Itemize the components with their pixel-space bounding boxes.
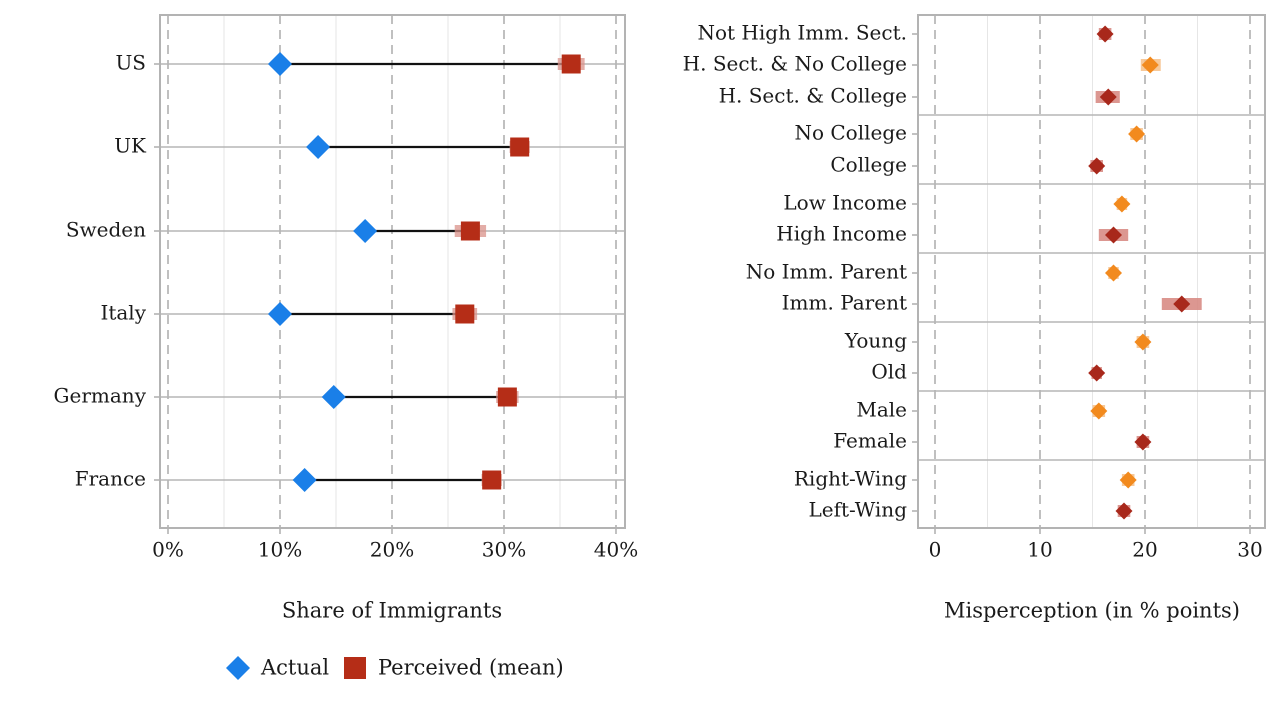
y-tick-label: Left-Wing bbox=[808, 498, 907, 522]
y-tick-label: US bbox=[115, 51, 146, 75]
x-tick-label: 10 bbox=[1027, 538, 1052, 562]
y-tick-label: Sweden bbox=[66, 218, 146, 242]
estimate-point bbox=[1099, 88, 1117, 106]
estimate-point bbox=[1134, 333, 1152, 351]
estimate-point bbox=[1088, 157, 1106, 175]
estimate-point bbox=[1105, 264, 1122, 282]
estimate-point bbox=[1113, 195, 1131, 213]
left-panel-share-of-immigrants: US UK Sweden Italy Germany France 0% 10% 20% 30% 4… bbox=[54, 14, 638, 623]
x-axis-title: Misperception (in % points) bbox=[944, 599, 1240, 623]
y-tick-label: Right-Wing bbox=[794, 467, 907, 491]
estimate-point bbox=[1090, 402, 1108, 420]
y-tick-label: France bbox=[75, 467, 146, 491]
y-tick-label: Young bbox=[844, 329, 907, 353]
y-tick-label: College bbox=[830, 153, 907, 177]
x-tick-label: 10% bbox=[258, 538, 302, 562]
estimate-point bbox=[1115, 502, 1133, 520]
y-tick-label: Italy bbox=[100, 301, 146, 325]
y-tick-label: Male bbox=[856, 398, 907, 422]
right-panel-misperception: Not High Imm. Sect. H. Sect. & No College… bbox=[683, 14, 1266, 623]
x-tick-label: 40% bbox=[594, 538, 638, 562]
actual-point bbox=[268, 52, 292, 76]
perceived-point bbox=[482, 470, 502, 490]
actual-point bbox=[268, 302, 292, 326]
y-tick-label: Female bbox=[833, 429, 907, 453]
estimate-point bbox=[1105, 226, 1122, 244]
legend-perceived-marker bbox=[344, 657, 366, 679]
actual-point bbox=[306, 135, 331, 159]
estimate-point bbox=[1096, 25, 1114, 43]
estimate-point bbox=[1173, 295, 1191, 313]
estimate-point bbox=[1088, 364, 1106, 382]
perceived-point bbox=[561, 54, 581, 74]
y-tick-label: H. Sect. & No College bbox=[683, 52, 907, 76]
left-panel-frame bbox=[159, 14, 626, 529]
x-tick-label: 30% bbox=[482, 538, 526, 562]
estimate-point bbox=[1141, 56, 1159, 74]
legend: Actual Perceived (mean) bbox=[226, 656, 564, 680]
perceived-point bbox=[497, 387, 517, 407]
actual-point bbox=[321, 385, 346, 409]
y-tick-label: Low Income bbox=[783, 191, 907, 215]
x-axis-title: Share of Immigrants bbox=[282, 599, 502, 623]
x-tick-label: 20 bbox=[1132, 538, 1157, 562]
y-tick-label: Imm. Parent bbox=[782, 291, 907, 315]
x-tick-label: 20% bbox=[370, 538, 414, 562]
y-tick-label: Germany bbox=[54, 384, 147, 408]
right-panel-frame bbox=[917, 14, 1266, 529]
x-tick-label: 0 bbox=[929, 538, 942, 562]
legend-actual-marker bbox=[226, 656, 250, 680]
x-tick-label: 30 bbox=[1237, 538, 1262, 562]
y-tick-label: No Imm. Parent bbox=[746, 260, 907, 284]
actual-point bbox=[292, 468, 317, 492]
estimate-point bbox=[1128, 125, 1146, 143]
perceived-point bbox=[510, 137, 530, 157]
y-tick-label: Not High Imm. Sect. bbox=[698, 21, 908, 45]
actual-point bbox=[353, 219, 378, 243]
estimate-point bbox=[1134, 433, 1152, 451]
y-tick-label: UK bbox=[114, 134, 147, 158]
estimate-point bbox=[1119, 471, 1137, 489]
y-tick-label: No College bbox=[794, 121, 907, 145]
perceived-point bbox=[455, 304, 475, 324]
legend-perceived-label: Perceived (mean) bbox=[378, 656, 564, 680]
legend-actual-label: Actual bbox=[260, 656, 329, 680]
y-tick-label: Old bbox=[871, 360, 907, 384]
y-tick-label: H. Sect. & College bbox=[719, 84, 907, 108]
perceived-point bbox=[460, 221, 480, 241]
y-tick-label: High Income bbox=[776, 222, 907, 246]
x-tick-label: 0% bbox=[152, 538, 184, 562]
